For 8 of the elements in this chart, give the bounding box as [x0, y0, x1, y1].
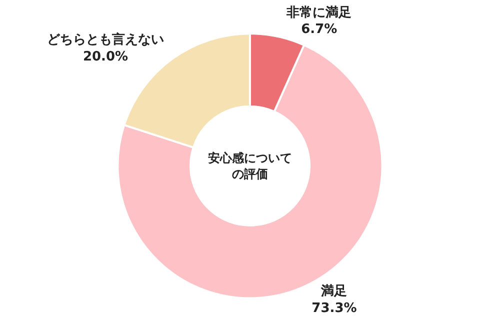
- text: の評価: [232, 167, 268, 181]
- slice-label: 満足: [320, 284, 348, 300]
- slice-label: 非常に満足: [286, 5, 352, 20]
- text: 安心感について: [208, 151, 292, 165]
- slice-label: どちらとも言えない: [47, 32, 164, 48]
- data-label: 6.7%: [301, 22, 338, 38]
- data-label: 20.0%: [82, 50, 128, 65]
- data-label: 73.3%: [312, 301, 357, 316]
